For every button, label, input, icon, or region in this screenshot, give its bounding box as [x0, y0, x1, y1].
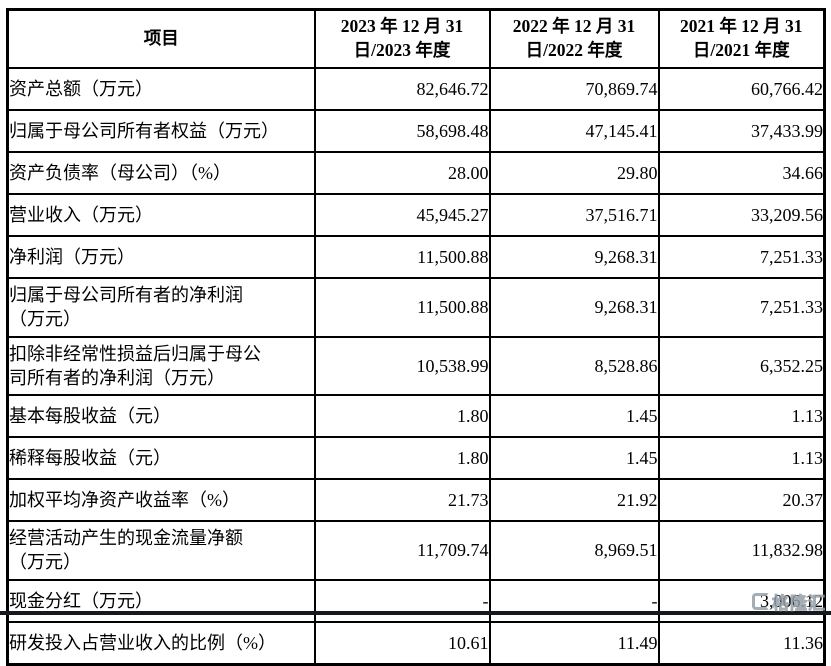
row-value: 34.66: [657, 151, 826, 195]
row-value: 6,352.25: [657, 335, 826, 397]
header-row: 项目 2023 年 12 月 31 日/2023 年度 2022 年 12 月 …: [6, 8, 826, 69]
table-row: 扣除非经常性损益后归属于母公 司所有者的净利润（万元） 10,538.99 8,52…: [6, 335, 826, 397]
table-row: 归属于母公司所有者权益（万元） 58,698.48 47,145.41 37,433.…: [6, 109, 826, 153]
row-value: 33,209.56: [657, 193, 826, 237]
row-value: 1.80: [313, 394, 491, 439]
header-item: 项目: [6, 8, 316, 69]
row-value: 11,709.74: [313, 520, 491, 581]
row-value: 82,646.72: [313, 67, 491, 111]
row-value: 20.37: [657, 478, 826, 523]
watermark-text: 格隆汇: [772, 594, 826, 614]
row-value: 21.73: [313, 478, 491, 523]
row-value: 1.13: [657, 394, 826, 439]
row-value: 37,433.99: [657, 109, 826, 153]
row-label: 资产负债率（母公司）（%）: [6, 151, 316, 195]
row-value: -: [313, 578, 491, 623]
row-value: 45,945.27: [313, 193, 491, 237]
row-value: -: [488, 578, 660, 623]
row-value: 37,516.71: [488, 193, 660, 237]
row-value: 8,528.86: [488, 335, 660, 397]
table-row: 营业收入（万元） 45,945.27 37,516.71 33,209.56: [6, 193, 826, 237]
row-label: 经营活动产生的现金流量净额 （万元）: [6, 520, 316, 581]
row-label: 研发投入占营业收入的比例（%）: [6, 620, 316, 666]
table-row: 资产总额（万元） 82,646.72 70,869.74 60,766.42: [6, 67, 826, 111]
table-row: 研发投入占营业收入的比例（%） 10.61 11.49 11.36: [6, 620, 826, 666]
table-body: 资产总额（万元） 82,646.72 70,869.74 60,766.42 归属于母公…: [6, 67, 826, 666]
row-value: 7,251.33: [657, 277, 826, 338]
row-value: 1.45: [488, 394, 660, 439]
table-row: 稀释每股收益（元） 1.80 1.45 1.13: [6, 436, 826, 481]
row-label: 现金分红（万元）: [6, 578, 316, 623]
financial-summary-table: 项目 2023 年 12 月 31 日/2023 年度 2022 年 12 月 …: [6, 8, 826, 666]
row-value: 11,500.88: [313, 277, 491, 338]
row-value: 70,869.74: [488, 67, 660, 111]
row-value: 10.61: [313, 620, 491, 666]
row-label: 归属于母公司所有者权益（万元）: [6, 109, 316, 153]
financial-table: 项目 2023 年 12 月 31 日/2023 年度 2022 年 12 月 …: [6, 8, 826, 666]
row-value: 9,268.31: [488, 277, 660, 338]
row-label: 加权平均净资产收益率（%）: [6, 478, 316, 523]
row-value: 58,698.48: [313, 109, 491, 153]
row-value: 11,832.98: [657, 520, 826, 581]
header-period-2021: 2021 年 12 月 31 日/2021 年度: [657, 8, 826, 69]
row-value: 28.00: [313, 151, 491, 195]
row-value: 9,268.31: [488, 235, 660, 279]
row-value: 1.80: [313, 436, 491, 481]
row-value: 11.49: [488, 620, 660, 666]
bottom-divider-bar: [0, 611, 831, 615]
row-value: 1.45: [488, 436, 660, 481]
row-label: 归属于母公司所有者的净利润 （万元）: [6, 277, 316, 338]
row-value: 29.80: [488, 151, 660, 195]
row-value: 11,500.88: [313, 235, 491, 279]
header-period-2022: 2022 年 12 月 31 日/2022 年度: [488, 8, 660, 69]
header-period-2023: 2023 年 12 月 31 日/2023 年度: [313, 8, 491, 69]
row-value: 10,538.99: [313, 335, 491, 397]
gelonghui-watermark: 格隆汇: [752, 589, 826, 614]
table-row: 净利润（万元） 11,500.88 9,268.31 7,251.33: [6, 235, 826, 279]
row-label: 稀释每股收益（元）: [6, 436, 316, 481]
table-row: 归属于母公司所有者的净利润 （万元） 11,500.88 9,268.31 7,251…: [6, 277, 826, 338]
row-value: 7,251.33: [657, 235, 826, 279]
table-row: 经营活动产生的现金流量净额 （万元） 11,709.74 8,969.51 11,83…: [6, 520, 826, 581]
row-value: 47,145.41: [488, 109, 660, 153]
row-label: 净利润（万元）: [6, 235, 316, 279]
row-label: 基本每股收益（元）: [6, 394, 316, 439]
row-label: 扣除非经常性损益后归属于母公 司所有者的净利润（万元）: [6, 335, 316, 397]
row-value: 1.13: [657, 436, 826, 481]
table-row: 加权平均净资产收益率（%） 21.73 21.92 20.37: [6, 478, 826, 523]
table-row: 基本每股收益（元） 1.80 1.45 1.13: [6, 394, 826, 439]
gelonghui-logo-icon: [752, 593, 769, 610]
row-value: 60,766.42: [657, 67, 826, 111]
row-label: 营业收入（万元）: [6, 193, 316, 237]
row-label: 资产总额（万元）: [6, 67, 316, 111]
row-value: 21.92: [488, 478, 660, 523]
table-row: 资产负债率（母公司）（%） 28.00 29.80 34.66: [6, 151, 826, 195]
row-value: 8,969.51: [488, 520, 660, 581]
row-value: 11.36: [657, 620, 826, 666]
table-row: 现金分红（万元） - -3,006.12: [6, 578, 826, 623]
